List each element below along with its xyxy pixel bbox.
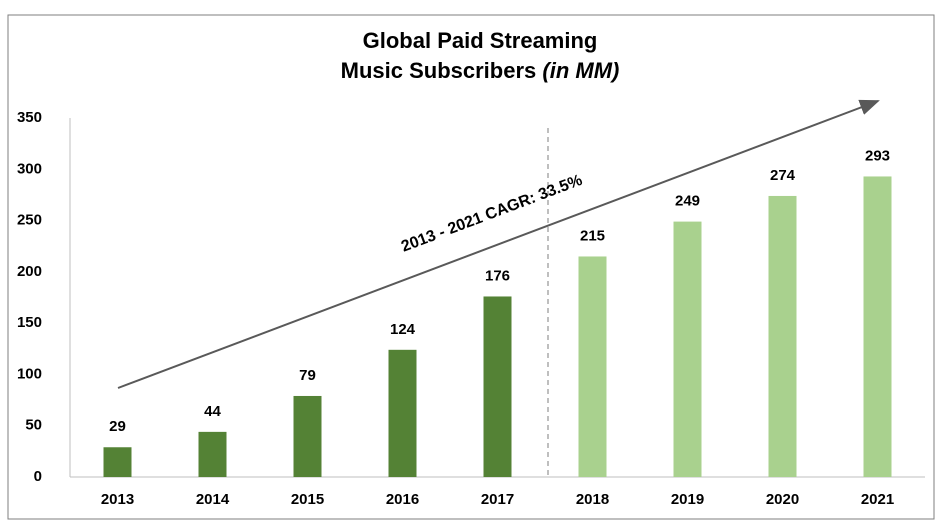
y-tick-label: 100 (17, 365, 42, 382)
data-label: 44 (204, 403, 221, 420)
data-label: 249 (675, 193, 700, 210)
y-tick-label: 250 (17, 212, 42, 229)
annotation: 2013 - 2021 CAGR: 33.5% (399, 172, 585, 256)
bar (483, 296, 512, 477)
data-label: 274 (770, 167, 796, 184)
bar (198, 431, 227, 477)
y-tick-label: 300 (17, 160, 42, 177)
title-unit: (in MM) (542, 58, 619, 83)
x-tick-label: 2021 (861, 491, 894, 508)
data-label: 79 (299, 367, 316, 384)
bar (103, 447, 132, 477)
y-tick-label: 350 (17, 109, 42, 126)
bar (388, 349, 417, 477)
bar (578, 256, 607, 477)
bar (768, 195, 797, 477)
trend-arrow (117, 99, 880, 389)
x-tick-label: 2016 (386, 491, 419, 508)
x-tick-label: 2015 (291, 491, 324, 508)
y-tick-label: 0 (34, 468, 42, 485)
x-tick-label: 2017 (481, 491, 514, 508)
chart-title: Global Paid Streaming (363, 28, 598, 53)
chart-title: Music Subscribers (in MM) (341, 58, 620, 83)
bar (863, 176, 892, 478)
data-label: 29 (109, 418, 126, 435)
x-tick-label: 2013 (101, 491, 134, 508)
data-label: 176 (485, 267, 510, 284)
y-tick-label: 50 (25, 417, 42, 434)
data-label: 124 (390, 321, 416, 338)
bar (673, 221, 702, 477)
bar (293, 395, 322, 477)
data-label: 215 (580, 227, 605, 244)
y-tick-label: 200 (17, 263, 42, 280)
data-label: 293 (865, 147, 890, 164)
y-tick-label: 150 (17, 314, 42, 331)
x-tick-label: 2014 (196, 491, 230, 508)
x-tick-label: 2018 (576, 491, 609, 508)
x-tick-label: 2020 (766, 491, 799, 508)
chart-title: Music Subscribers (341, 58, 537, 83)
chart-border (7, 14, 935, 520)
x-tick-label: 2019 (671, 491, 704, 508)
